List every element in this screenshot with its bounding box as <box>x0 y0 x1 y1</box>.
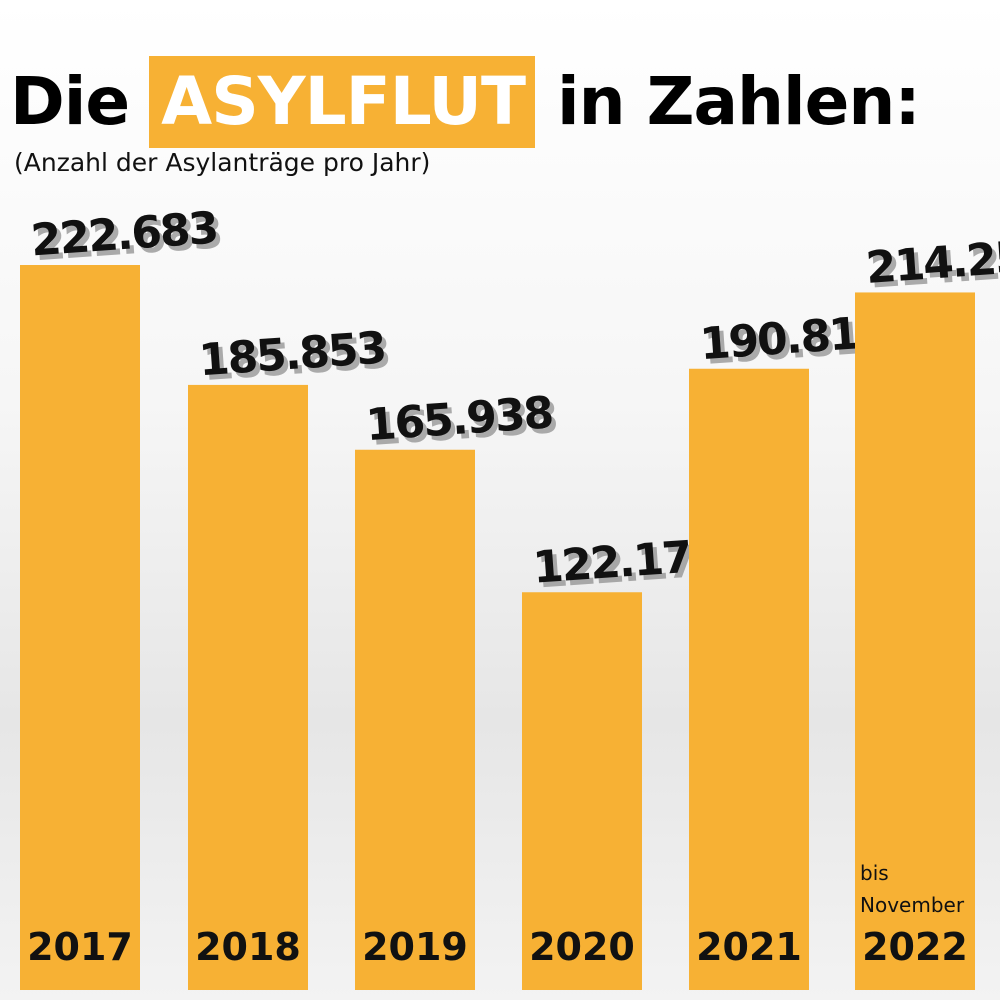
year-label-2019: 2019 <box>362 925 468 969</box>
title-part-2: in Zahlen: <box>557 63 921 140</box>
year-label-2022: 2022 <box>862 925 968 969</box>
value-label-shadow-2022: 214.253 <box>869 235 1000 299</box>
bar-2021 <box>689 368 809 990</box>
note-label-2022-1: November <box>860 893 965 917</box>
bar-2022 <box>855 292 975 991</box>
value-label-2022: 214.253 <box>864 230 1000 294</box>
year-label-2021: 2021 <box>696 925 802 969</box>
year-label-2017: 2017 <box>27 925 133 969</box>
chart-subtitle: (Anzahl der Asylanträge pro Jahr) <box>14 148 431 177</box>
bar-2018 <box>188 384 308 990</box>
year-label-2020: 2020 <box>529 925 635 969</box>
title-part-1: Die <box>10 63 130 140</box>
bar-2019 <box>355 449 475 990</box>
chart-title: Die ASYLFLUT in Zahlen: <box>10 56 921 148</box>
year-label-2018: 2018 <box>195 925 301 969</box>
bar-2020 <box>522 592 642 990</box>
bar-2017 <box>20 265 140 990</box>
note-label-2022-0: bis <box>860 861 889 885</box>
title-highlight: ASYLFLUT <box>149 56 536 148</box>
